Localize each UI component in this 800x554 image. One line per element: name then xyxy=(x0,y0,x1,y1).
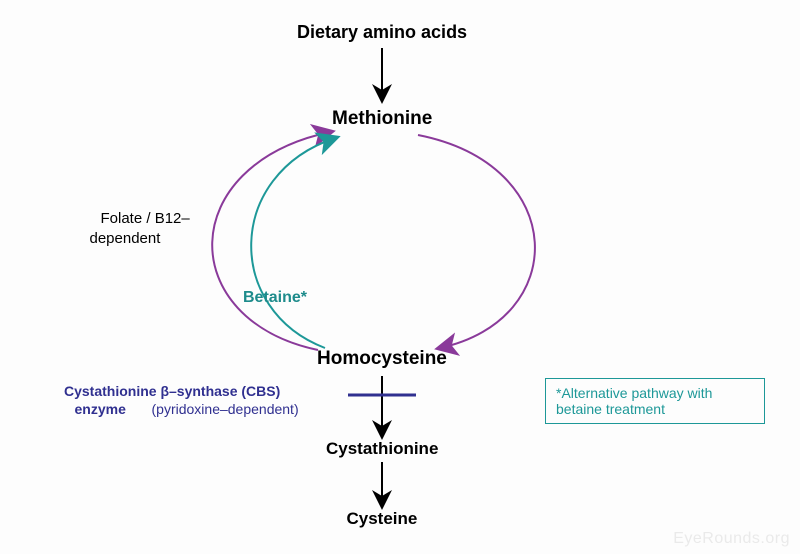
edge-homocysteine-to-methionine-folate xyxy=(212,132,330,350)
edge-methionine-to-homocysteine xyxy=(418,135,535,348)
node-homocysteine: Homocysteine xyxy=(317,348,447,370)
label-cbs-enzyme-line2a: enzyme xyxy=(75,401,126,417)
edge-homocysteine-to-methionine-betaine xyxy=(251,138,335,348)
legend-box: *Alternative pathway with betaine treatm… xyxy=(545,378,765,424)
label-folate-dependent: dependent xyxy=(90,230,161,247)
label-folate-b12: Folate / B12– xyxy=(101,210,190,227)
node-cystathionine: Cystathionine xyxy=(326,439,438,459)
legend-line1: *Alternative pathway with xyxy=(556,385,754,401)
label-betaine: Betaine* xyxy=(243,289,307,307)
label-cbs-enzyme-line2b: (pyridoxine–dependent) xyxy=(152,401,299,417)
node-dietary-amino-acids: Dietary amino acids xyxy=(297,22,467,43)
node-cysteine: Cysteine xyxy=(347,509,418,529)
legend-line2: betaine treatment xyxy=(556,401,754,417)
node-methionine: Methionine xyxy=(332,108,432,130)
pathway-diagram xyxy=(0,0,800,554)
label-cbs-enzyme-line1: Cystathionine β–synthase (CBS) xyxy=(64,383,280,399)
watermark: EyeRounds.org xyxy=(673,530,790,548)
